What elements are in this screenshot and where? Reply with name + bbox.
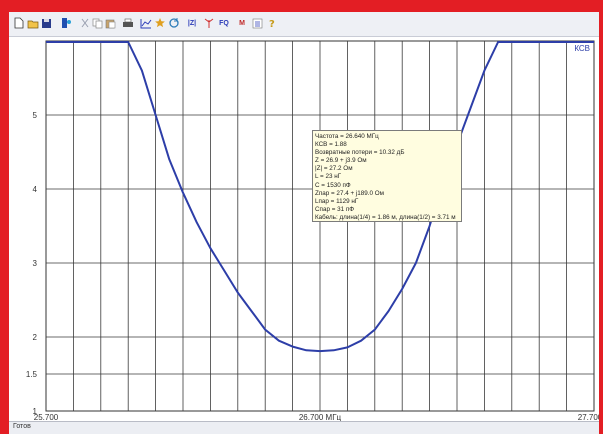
tooltip-inductance: L = 23 нГ — [315, 173, 342, 181]
y-tick-label: 3 — [33, 259, 38, 268]
new-file-icon[interactable] — [13, 16, 25, 30]
legend-label: КСВ — [574, 44, 590, 53]
print-icon[interactable] — [122, 16, 134, 30]
refresh-icon[interactable] — [168, 16, 180, 30]
app-window: |Z| FQ M ? 1 1.5 2 3 4 5 25.700 26.700 МГц 27.70… — [9, 12, 603, 434]
tooltip-parallel-impedance: Zпар = 27.4 + j189.0 Ом — [315, 189, 385, 197]
y-tick-label: 1.5 — [26, 370, 38, 379]
y-tick-label: 5 — [33, 111, 38, 120]
tooltip-cable-length: Кабель: длина(1/4) = 1.86 м, длина(1/2) … — [315, 213, 456, 221]
list-icon[interactable] — [251, 16, 263, 30]
x-tick-label: 25.700 — [34, 413, 59, 421]
x-tick-label: 26.700 МГц — [299, 413, 342, 421]
antenna-icon[interactable] — [203, 16, 215, 30]
chart-icon[interactable] — [140, 16, 152, 30]
tooltip-parallel-capacitance: Cпар = 31 пФ — [315, 205, 355, 213]
x-tick-label: 27.700 — [578, 413, 599, 421]
star-icon[interactable] — [154, 16, 166, 30]
device-icon[interactable] — [59, 16, 72, 30]
tooltip-parallel-inductance: Lпар = 1129 нГ — [315, 197, 359, 205]
help-icon[interactable]: ? — [266, 16, 277, 30]
toolbar: |Z| FQ M ? — [9, 12, 599, 37]
tooltip-return-loss: Возвратные потери = 10.32 дБ — [315, 149, 405, 157]
scale-button[interactable]: M — [239, 19, 245, 27]
tooltip-impedance: Z = 26.9 + j3.9 Ом — [315, 157, 367, 165]
cut-icon[interactable] — [79, 16, 90, 30]
paste-icon[interactable] — [105, 16, 116, 30]
open-folder-icon[interactable] — [26, 16, 39, 30]
save-icon[interactable] — [40, 16, 52, 30]
impedance-button[interactable]: |Z| — [187, 19, 197, 27]
tooltip-frequency: Частота = 26.640 МГц — [315, 133, 379, 140]
measurement-tooltip: Частота = 26.640 МГц КСВ = 1.88 Возвратн… — [312, 130, 462, 222]
copy-icon[interactable] — [92, 16, 103, 30]
tooltip-capacitance: C = 1530 пФ — [315, 181, 351, 189]
tooltip-impedance-magnitude: |Z| = 27.2 Ом — [315, 165, 353, 173]
status-bar: Готов — [9, 421, 599, 434]
tooltip-swr: КСВ = 1.88 — [315, 141, 347, 149]
status-text: Готов — [13, 423, 31, 430]
y-tick-label: 1 — [33, 407, 38, 416]
swr-chart[interactable]: 1 1.5 2 3 4 5 25.700 26.700 МГц 27.700 КСВ — [9, 37, 603, 422]
fq-button[interactable]: FQ — [219, 19, 229, 27]
y-tick-label: 4 — [33, 185, 38, 194]
y-tick-label: 2 — [33, 333, 38, 342]
svg-text:?: ? — [269, 19, 275, 29]
